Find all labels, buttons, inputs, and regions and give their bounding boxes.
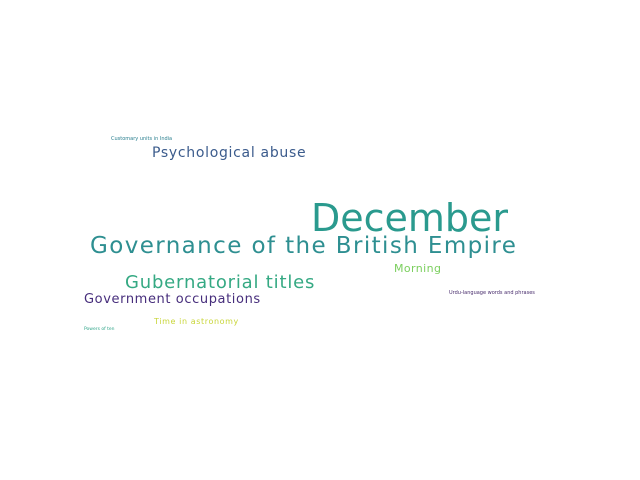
word-government-occupations: Government occupations [84, 292, 261, 307]
word-governance-of-the-british-empire: Governance of the British Empire [90, 233, 518, 259]
word-powers-of-ten: Powers of ten [84, 327, 115, 332]
word-morning: Morning [394, 262, 442, 275]
word-december: December [311, 196, 509, 240]
word-customary-units-in-india: Customary units in India [111, 136, 173, 142]
word-gubernatorial-titles: Gubernatorial titles [125, 272, 316, 293]
word-time-in-astronomy: Time in astronomy [154, 317, 239, 326]
word-urdu-language-words-and-phrases: Urdu-language words and phrases [449, 290, 535, 296]
word-psychological-abuse: Psychological abuse [152, 145, 307, 161]
